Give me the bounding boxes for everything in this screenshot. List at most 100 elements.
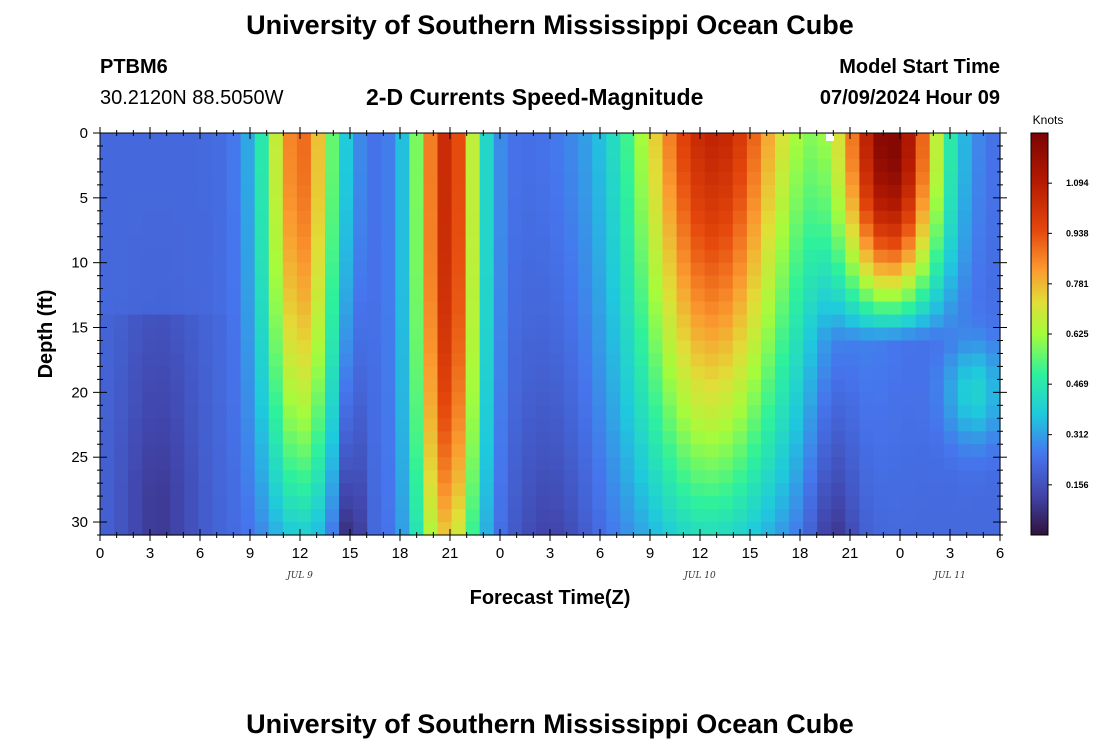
heatmap-cell xyxy=(803,210,818,225)
x-tick-label: 9 xyxy=(646,545,654,562)
heatmap-cell xyxy=(254,275,270,290)
heatmap-cell xyxy=(634,158,650,173)
heatmap-cell xyxy=(479,457,495,471)
heatmap-cell xyxy=(775,171,790,186)
heatmap-cell xyxy=(409,431,425,445)
colorbar-tick-label: 0.156 xyxy=(1066,480,1089,490)
heatmap-cell xyxy=(648,184,664,199)
heatmap-cell xyxy=(746,133,762,147)
heatmap-cell xyxy=(479,470,495,484)
heatmap-cell xyxy=(971,509,987,523)
heatmap-cell xyxy=(381,171,396,186)
heatmap-cell xyxy=(648,236,664,251)
heatmap-cell xyxy=(268,262,284,277)
heatmap-cell xyxy=(606,301,621,316)
heatmap-cell xyxy=(831,288,846,303)
heatmap-cell xyxy=(957,509,973,523)
heatmap-cell xyxy=(620,197,635,212)
heatmap-cell xyxy=(479,522,495,536)
heatmap-cell xyxy=(156,262,171,277)
heatmap-cell xyxy=(325,509,340,523)
heatmap-cell xyxy=(606,509,621,523)
heatmap-cell xyxy=(100,145,115,160)
heatmap-cell xyxy=(550,366,565,380)
heatmap-cell xyxy=(817,249,832,264)
heatmap-cell xyxy=(535,288,551,303)
heatmap-cell xyxy=(592,340,607,355)
heatmap-cell xyxy=(789,275,804,290)
heatmap-cell xyxy=(550,457,565,471)
heatmap-cell xyxy=(254,133,270,147)
heatmap-cell xyxy=(648,457,664,471)
heatmap-cell xyxy=(634,184,650,199)
heatmap-cell xyxy=(718,197,734,212)
heatmap-cell xyxy=(507,184,523,199)
heatmap-cell xyxy=(507,522,523,536)
heatmap-cell xyxy=(100,288,115,303)
heatmap-cell xyxy=(859,197,875,212)
heatmap-cell xyxy=(184,288,200,303)
heatmap-cell xyxy=(184,340,200,355)
heatmap-cell xyxy=(521,223,537,238)
heatmap-cell xyxy=(578,457,593,471)
heatmap-cell xyxy=(943,288,959,303)
heatmap-cell xyxy=(479,288,495,303)
heatmap-cell xyxy=(564,275,579,290)
heatmap-cell xyxy=(985,210,1001,225)
heatmap-cell xyxy=(887,405,903,419)
heatmap-cell xyxy=(114,236,129,251)
heatmap-cell xyxy=(901,314,917,329)
heatmap-cell xyxy=(184,457,200,471)
heatmap-cell xyxy=(282,133,298,147)
heatmap-cell xyxy=(423,366,439,380)
heatmap-cell xyxy=(254,340,270,355)
heatmap-cell xyxy=(535,210,551,225)
heatmap-cell xyxy=(535,340,551,355)
heatmap-cell xyxy=(395,509,410,523)
heatmap-cell xyxy=(353,301,368,316)
heatmap-cell xyxy=(929,379,945,393)
heatmap-cell xyxy=(564,197,579,212)
heatmap-cell xyxy=(732,405,748,419)
heatmap-cell xyxy=(634,327,650,342)
heatmap-cell xyxy=(648,340,664,355)
heatmap-cell xyxy=(296,444,312,458)
heatmap-cell xyxy=(296,171,312,186)
heatmap-cell xyxy=(367,340,382,355)
heatmap-cell xyxy=(465,392,481,406)
heatmap-cell xyxy=(859,158,875,173)
heatmap-cell xyxy=(676,314,692,329)
heatmap-cell xyxy=(887,509,903,523)
heatmap-cell xyxy=(887,133,903,147)
heatmap-cell xyxy=(226,145,242,160)
x-tick-label: 12 xyxy=(692,545,709,562)
heatmap-cell xyxy=(212,496,228,510)
heatmap-cell xyxy=(310,366,326,380)
heatmap-cell xyxy=(198,145,214,160)
heatmap-cell xyxy=(634,470,650,484)
heatmap-cell xyxy=(521,133,537,147)
heatmap-cell xyxy=(648,197,664,212)
heatmap-cell xyxy=(381,223,396,238)
heatmap-cell xyxy=(817,262,832,277)
heatmap-cell xyxy=(789,262,804,277)
heatmap-cell xyxy=(817,509,832,523)
heatmap-cell xyxy=(592,522,607,536)
heatmap-cell xyxy=(184,262,200,277)
heatmap-cell xyxy=(901,236,917,251)
heatmap-cell xyxy=(775,340,790,355)
heatmap-cell xyxy=(929,262,945,277)
heatmap-cell xyxy=(789,457,804,471)
heatmap-cell xyxy=(339,158,354,173)
heatmap-cell xyxy=(367,223,382,238)
heatmap-cell xyxy=(732,262,748,277)
heatmap-cell xyxy=(128,431,143,445)
heatmap-cell xyxy=(521,171,537,186)
heatmap-cell xyxy=(578,158,593,173)
heatmap-cell xyxy=(760,210,776,225)
heatmap-cell xyxy=(690,353,706,368)
heatmap-cell xyxy=(282,392,298,406)
heatmap-cell xyxy=(479,275,495,290)
heatmap-cell xyxy=(831,275,846,290)
heatmap-cell xyxy=(282,262,298,277)
